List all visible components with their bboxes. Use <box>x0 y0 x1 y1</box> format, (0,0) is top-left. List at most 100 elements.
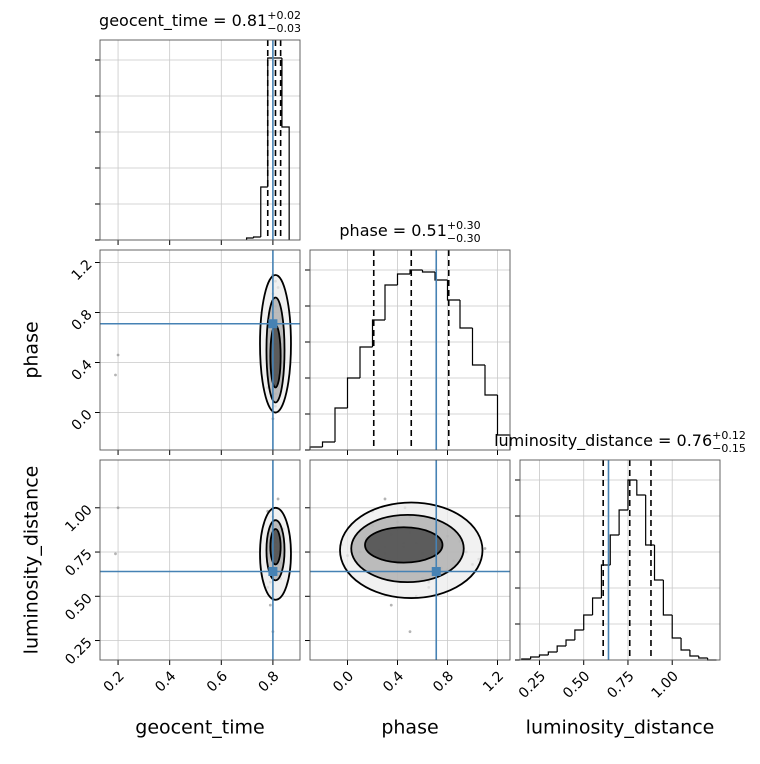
histogram-step <box>600 564 611 598</box>
histogram-step <box>446 280 460 301</box>
title-sub: −0.30 <box>447 232 481 245</box>
histogram-step <box>434 272 448 281</box>
histogram-step <box>538 654 549 657</box>
y-tick-label: 0.25 <box>62 635 95 668</box>
histogram-step <box>384 284 398 320</box>
panel-frame <box>99 249 301 451</box>
y-tick-label: 1.00 <box>62 502 95 535</box>
histogram-step <box>371 319 385 347</box>
panel-frame <box>309 459 511 661</box>
y-tick-label: 1.2 <box>69 257 96 284</box>
sample-point <box>483 547 487 550</box>
y-axis-label: phase <box>21 321 43 378</box>
histogram-step <box>409 269 423 274</box>
histogram-step <box>245 237 254 240</box>
truth-marker <box>268 319 278 329</box>
x-tick-label: 0.2 <box>101 668 128 695</box>
y-tick-label: 0.8 <box>69 307 96 334</box>
histogram-step <box>471 328 485 366</box>
histogram-step <box>698 656 708 659</box>
truth-marker <box>431 567 441 577</box>
y-tick-label: 0.0 <box>69 407 96 434</box>
histogram-step <box>645 495 655 546</box>
histogram-step <box>556 645 567 652</box>
histogram-step <box>396 273 410 285</box>
sample-point <box>268 603 272 607</box>
y-tick-label: 0.4 <box>69 357 96 384</box>
histogram-step <box>321 441 335 447</box>
y-tick-label: 0.75 <box>62 546 95 579</box>
title-sub: −0.15 <box>712 442 746 455</box>
density-contour <box>269 324 282 389</box>
histogram-step <box>484 365 498 396</box>
histogram-step <box>689 650 699 657</box>
histogram-step <box>421 270 435 273</box>
x-tick-label: 0.50 <box>560 668 593 701</box>
x-tick-label: 0.75 <box>604 668 637 701</box>
x-tick-label: 0.6 <box>204 668 231 695</box>
x-tick-label: 1.2 <box>480 668 507 695</box>
y-axis-label: luminosity_distance <box>21 466 43 655</box>
histogram-step <box>574 629 584 640</box>
histogram-step <box>583 614 593 630</box>
histogram-step <box>591 597 602 615</box>
panel-frame <box>309 249 511 451</box>
x-tick-label: 1.00 <box>649 668 682 701</box>
title-sup: +0.12 <box>712 429 746 442</box>
histogram-step <box>260 186 268 237</box>
panel-frame <box>519 459 721 661</box>
x-tick-label: 0.4 <box>380 668 407 695</box>
histogram-step <box>671 615 682 639</box>
sample-point <box>114 373 117 377</box>
histogram-step <box>281 58 290 240</box>
truth-marker <box>268 567 278 577</box>
sample-point <box>408 630 412 634</box>
sample-point <box>389 603 393 607</box>
title-sup: +0.02 <box>267 9 301 22</box>
density-contour <box>269 528 282 566</box>
title-sup: +0.30 <box>447 219 481 232</box>
histogram-step <box>636 480 646 496</box>
title-main: luminosity_distance = 0.76 <box>494 431 712 451</box>
panel-frame <box>99 459 301 661</box>
histogram-step <box>459 300 473 329</box>
panel-title: phase = 0.51+0.30 −0.30 <box>339 219 480 245</box>
sample-point <box>114 552 117 556</box>
sample-point <box>276 497 280 501</box>
title-main: phase = 0.51 <box>339 221 446 240</box>
histogram-step <box>680 638 690 651</box>
histogram-step <box>662 580 673 616</box>
histogram-step <box>627 479 637 510</box>
x-tick-label: 0.25 <box>516 668 549 701</box>
y-tick-label: 0.50 <box>62 591 95 624</box>
histogram-step <box>653 545 664 581</box>
x-tick-label: 0.8 <box>256 668 283 695</box>
histogram-step <box>346 377 360 408</box>
histogram-step <box>359 346 373 378</box>
x-axis-label: geocent_time <box>135 717 264 739</box>
panel-frame <box>99 39 301 241</box>
x-axis-label: phase <box>381 717 438 739</box>
histogram-step <box>609 534 620 565</box>
panel-title: luminosity_distance = 0.76+0.12 −0.15 <box>494 429 746 455</box>
histogram-step <box>565 639 575 646</box>
x-tick-label: 0.4 <box>152 668 179 695</box>
density-contour <box>364 526 444 564</box>
histogram-step <box>309 446 323 450</box>
histogram-step <box>334 407 348 442</box>
x-tick-label: 0.0 <box>330 668 357 695</box>
sample-point <box>383 497 387 501</box>
panel-title: geocent_time = 0.81+0.02 −0.03 <box>99 9 301 35</box>
title-main: geocent_time = 0.81 <box>99 11 267 31</box>
histogram-step <box>252 236 261 238</box>
histogram-step <box>530 656 540 659</box>
x-axis-label: luminosity_distance <box>526 717 715 739</box>
histogram-step <box>547 651 558 655</box>
histogram-step <box>618 509 628 535</box>
sample-point <box>116 353 120 357</box>
x-tick-label: 0.8 <box>430 668 457 695</box>
sample-point <box>116 506 120 510</box>
title-sub: −0.03 <box>267 22 301 35</box>
